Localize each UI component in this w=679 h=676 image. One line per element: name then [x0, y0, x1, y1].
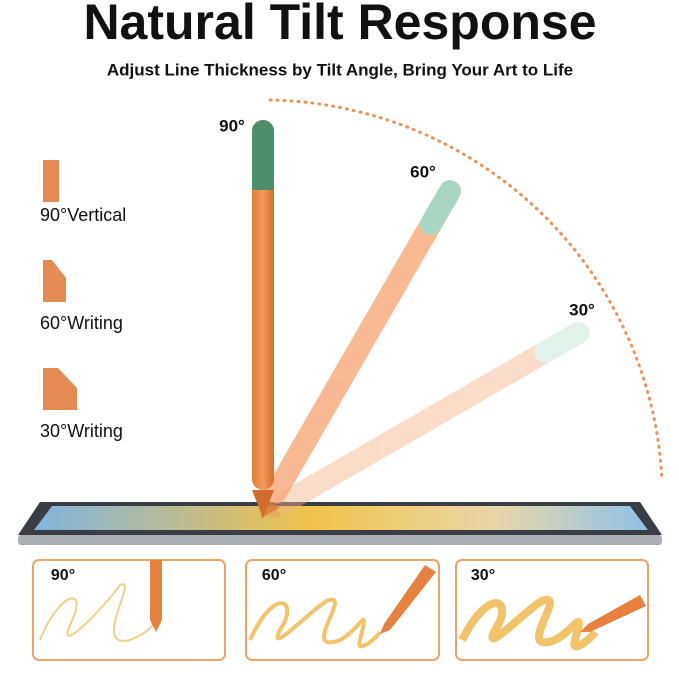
panel-30 [455, 559, 649, 661]
legend-swatch [43, 260, 66, 302]
panel-label: 30° [471, 567, 495, 584]
angle-label: 90° [219, 116, 245, 135]
angle-arc [268, 98, 664, 482]
angle-label: 60° [410, 162, 436, 181]
legend-label: 60°Writing [40, 313, 123, 333]
panel-label: 60° [262, 567, 286, 584]
legend-swatch [43, 368, 77, 410]
panel-label: 90° [51, 567, 75, 584]
title: Natural Tilt Response [83, 0, 596, 50]
angle-label: 30° [569, 300, 595, 319]
legend-swatch [43, 160, 59, 202]
legend-label: 30°Writing [40, 421, 123, 441]
tablet-edge [18, 535, 662, 545]
tablet-screen [34, 506, 648, 530]
pencil-90 [252, 120, 274, 518]
panel-90 [32, 559, 226, 661]
subtitle: Adjust Line Thickness by Tilt Angle, Bri… [107, 60, 573, 79]
legend-label: 90°Vertical [40, 205, 126, 225]
panel-60 [245, 559, 440, 661]
